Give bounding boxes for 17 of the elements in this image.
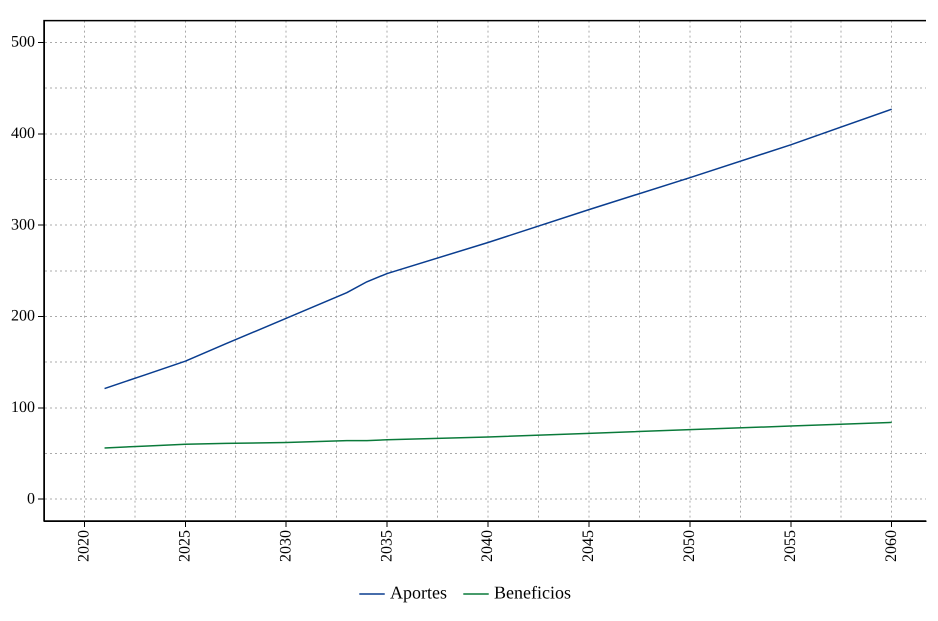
x-tick-label: 2050: [681, 530, 698, 562]
x-tick-label: 2020: [76, 530, 93, 562]
legend-label: Beneficios: [494, 582, 571, 603]
x-tick-label: 2025: [176, 530, 194, 562]
x-tick-label: 2055: [782, 530, 799, 562]
y-tick-label: 0: [27, 490, 35, 508]
x-tick-label: 2035: [378, 530, 396, 562]
y-tick-label: 100: [11, 398, 35, 416]
y-tick-label: 300: [11, 216, 35, 234]
x-tick-label: 2030: [277, 530, 294, 562]
x-tick-label: 2045: [580, 530, 598, 562]
y-tick-label: 500: [11, 34, 35, 51]
y-tick-label: 400: [11, 125, 35, 142]
x-tick-label: 2040: [479, 530, 496, 562]
legend-label: Aportes: [390, 582, 448, 603]
y-tick-label: 200: [11, 308, 35, 325]
x-tick-label: 2060: [882, 530, 900, 562]
